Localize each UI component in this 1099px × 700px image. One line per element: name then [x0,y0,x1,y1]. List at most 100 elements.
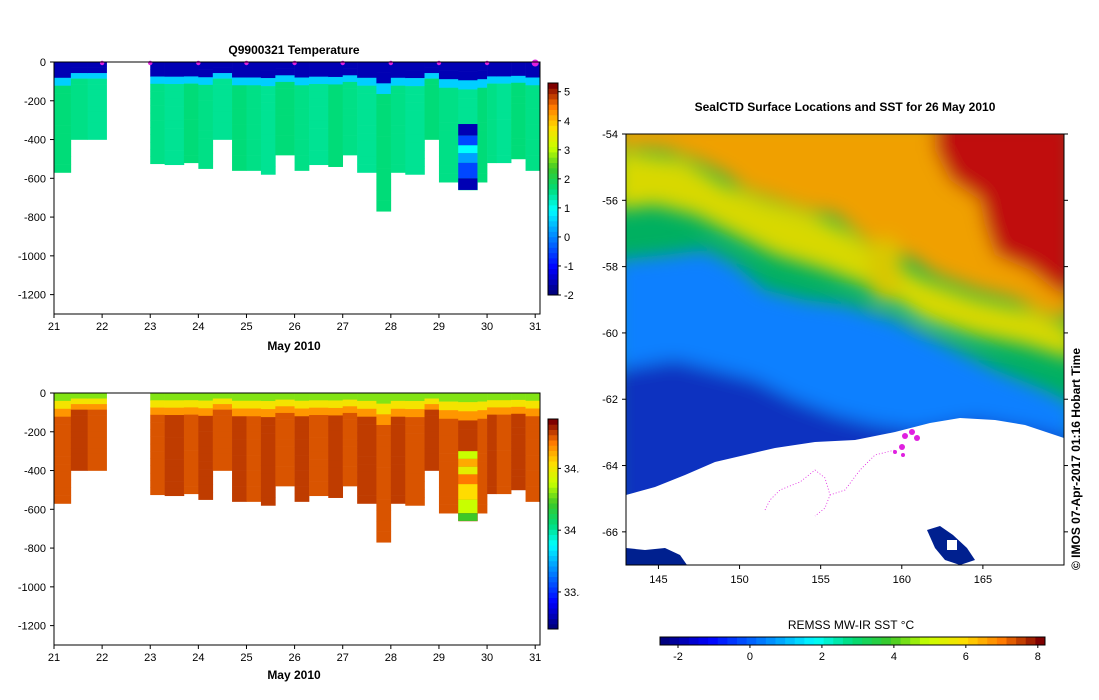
profile-cell [458,107,478,118]
profile-cell [511,483,526,491]
profile-cell [275,108,295,116]
profile-cell [198,446,214,455]
profile-cell [212,404,233,410]
profile-cell [309,459,329,467]
profile-cell [232,100,247,109]
anomalous-profile-band [458,484,478,500]
profile-cell [438,461,459,471]
x-tick-label: 29 [433,321,445,333]
profile-cell [342,75,358,83]
profile-cell [294,431,310,440]
y-tick-label: -800 [24,543,46,555]
colorbar-segment [919,637,930,645]
profile-cell [511,110,526,118]
profile-cell [275,101,295,109]
colorbar-segment [814,637,825,645]
profile-cell [496,472,512,480]
profile-cell [390,487,406,496]
profile-cell [183,457,199,466]
profile-cell [275,81,295,89]
profile-cell [405,142,425,151]
anomalous-profile-band [458,145,478,154]
anomalous-profile-band [458,178,478,190]
profile-cell [309,62,329,70]
profile-cell [246,69,262,78]
profile-cell [424,67,440,74]
profile-cell [294,93,310,102]
profile-cell [405,417,425,426]
profile-cell [487,486,497,495]
profile-cell [309,488,329,497]
profile-cell [183,393,199,401]
profile-cell [477,435,488,445]
profile-cell [70,78,88,85]
x-tick-label: 26 [288,652,300,664]
profile-cell [198,415,214,424]
profile-cell [328,407,344,416]
profile-cell [424,111,440,118]
anomalous-profile-band [458,474,478,485]
x-tick-label: 23 [144,321,156,333]
profile-cell [511,455,526,463]
profile-cell [198,100,214,108]
profile-cell [164,407,185,416]
profile-cell [376,520,392,532]
profile-cell [424,95,440,102]
profile-cell [260,166,276,175]
profile-cell [246,62,262,71]
profile-cell [70,420,88,427]
profile-cell [246,100,262,109]
profile-cell [309,69,329,77]
profile-cell [390,495,406,504]
profile-cell [328,452,344,461]
x-tick-label: 25 [240,652,252,664]
profile-cell [438,104,459,114]
profile-cell [294,493,310,502]
profile-cell [376,83,392,95]
profile-cell [438,410,459,420]
profile-cell [294,100,310,109]
profile-cell [232,108,247,117]
profile-cell [260,126,276,135]
profile-cell [294,131,310,140]
colorbar-segment [548,466,558,472]
profile-cell [496,421,512,430]
profile-cell [212,117,233,124]
colorbar-segment [548,120,558,126]
profile-cell [246,131,262,140]
profile-cell [183,90,199,99]
salinity-xlabel: May 2010 [267,668,321,682]
profile-cell [183,443,199,451]
colorbar-segment [548,167,558,174]
profile-cell [342,412,358,420]
profile-cell [54,393,72,402]
colorbar-segment [548,613,558,619]
profile-cell [525,447,541,456]
profile-cell [496,479,512,487]
profile-cell [477,410,488,420]
colorbar-segment [548,162,558,169]
profile-cell [309,415,329,423]
colorbar-segment [548,555,558,562]
profile-cell [212,89,233,96]
profile-cell [183,486,199,495]
profile-cell [357,479,377,489]
profile-cell [487,407,497,415]
profile-cell [390,464,406,473]
colorbar-tick-label: -1 [564,261,574,273]
anomalous-profile-band [458,458,478,467]
colorbar-segment [727,637,738,645]
profile-cell [525,493,541,502]
profile-cell [260,441,276,450]
profile-cell [477,478,488,488]
profile-cell [438,173,459,183]
profile-cell [376,179,392,191]
profile-cell [309,400,329,408]
profile-cell [246,108,262,117]
colorbar-segment [737,637,748,645]
profile-cell [390,133,406,142]
profile-cell [390,77,406,86]
profile-cell [260,401,276,410]
profile-cell [424,134,440,140]
